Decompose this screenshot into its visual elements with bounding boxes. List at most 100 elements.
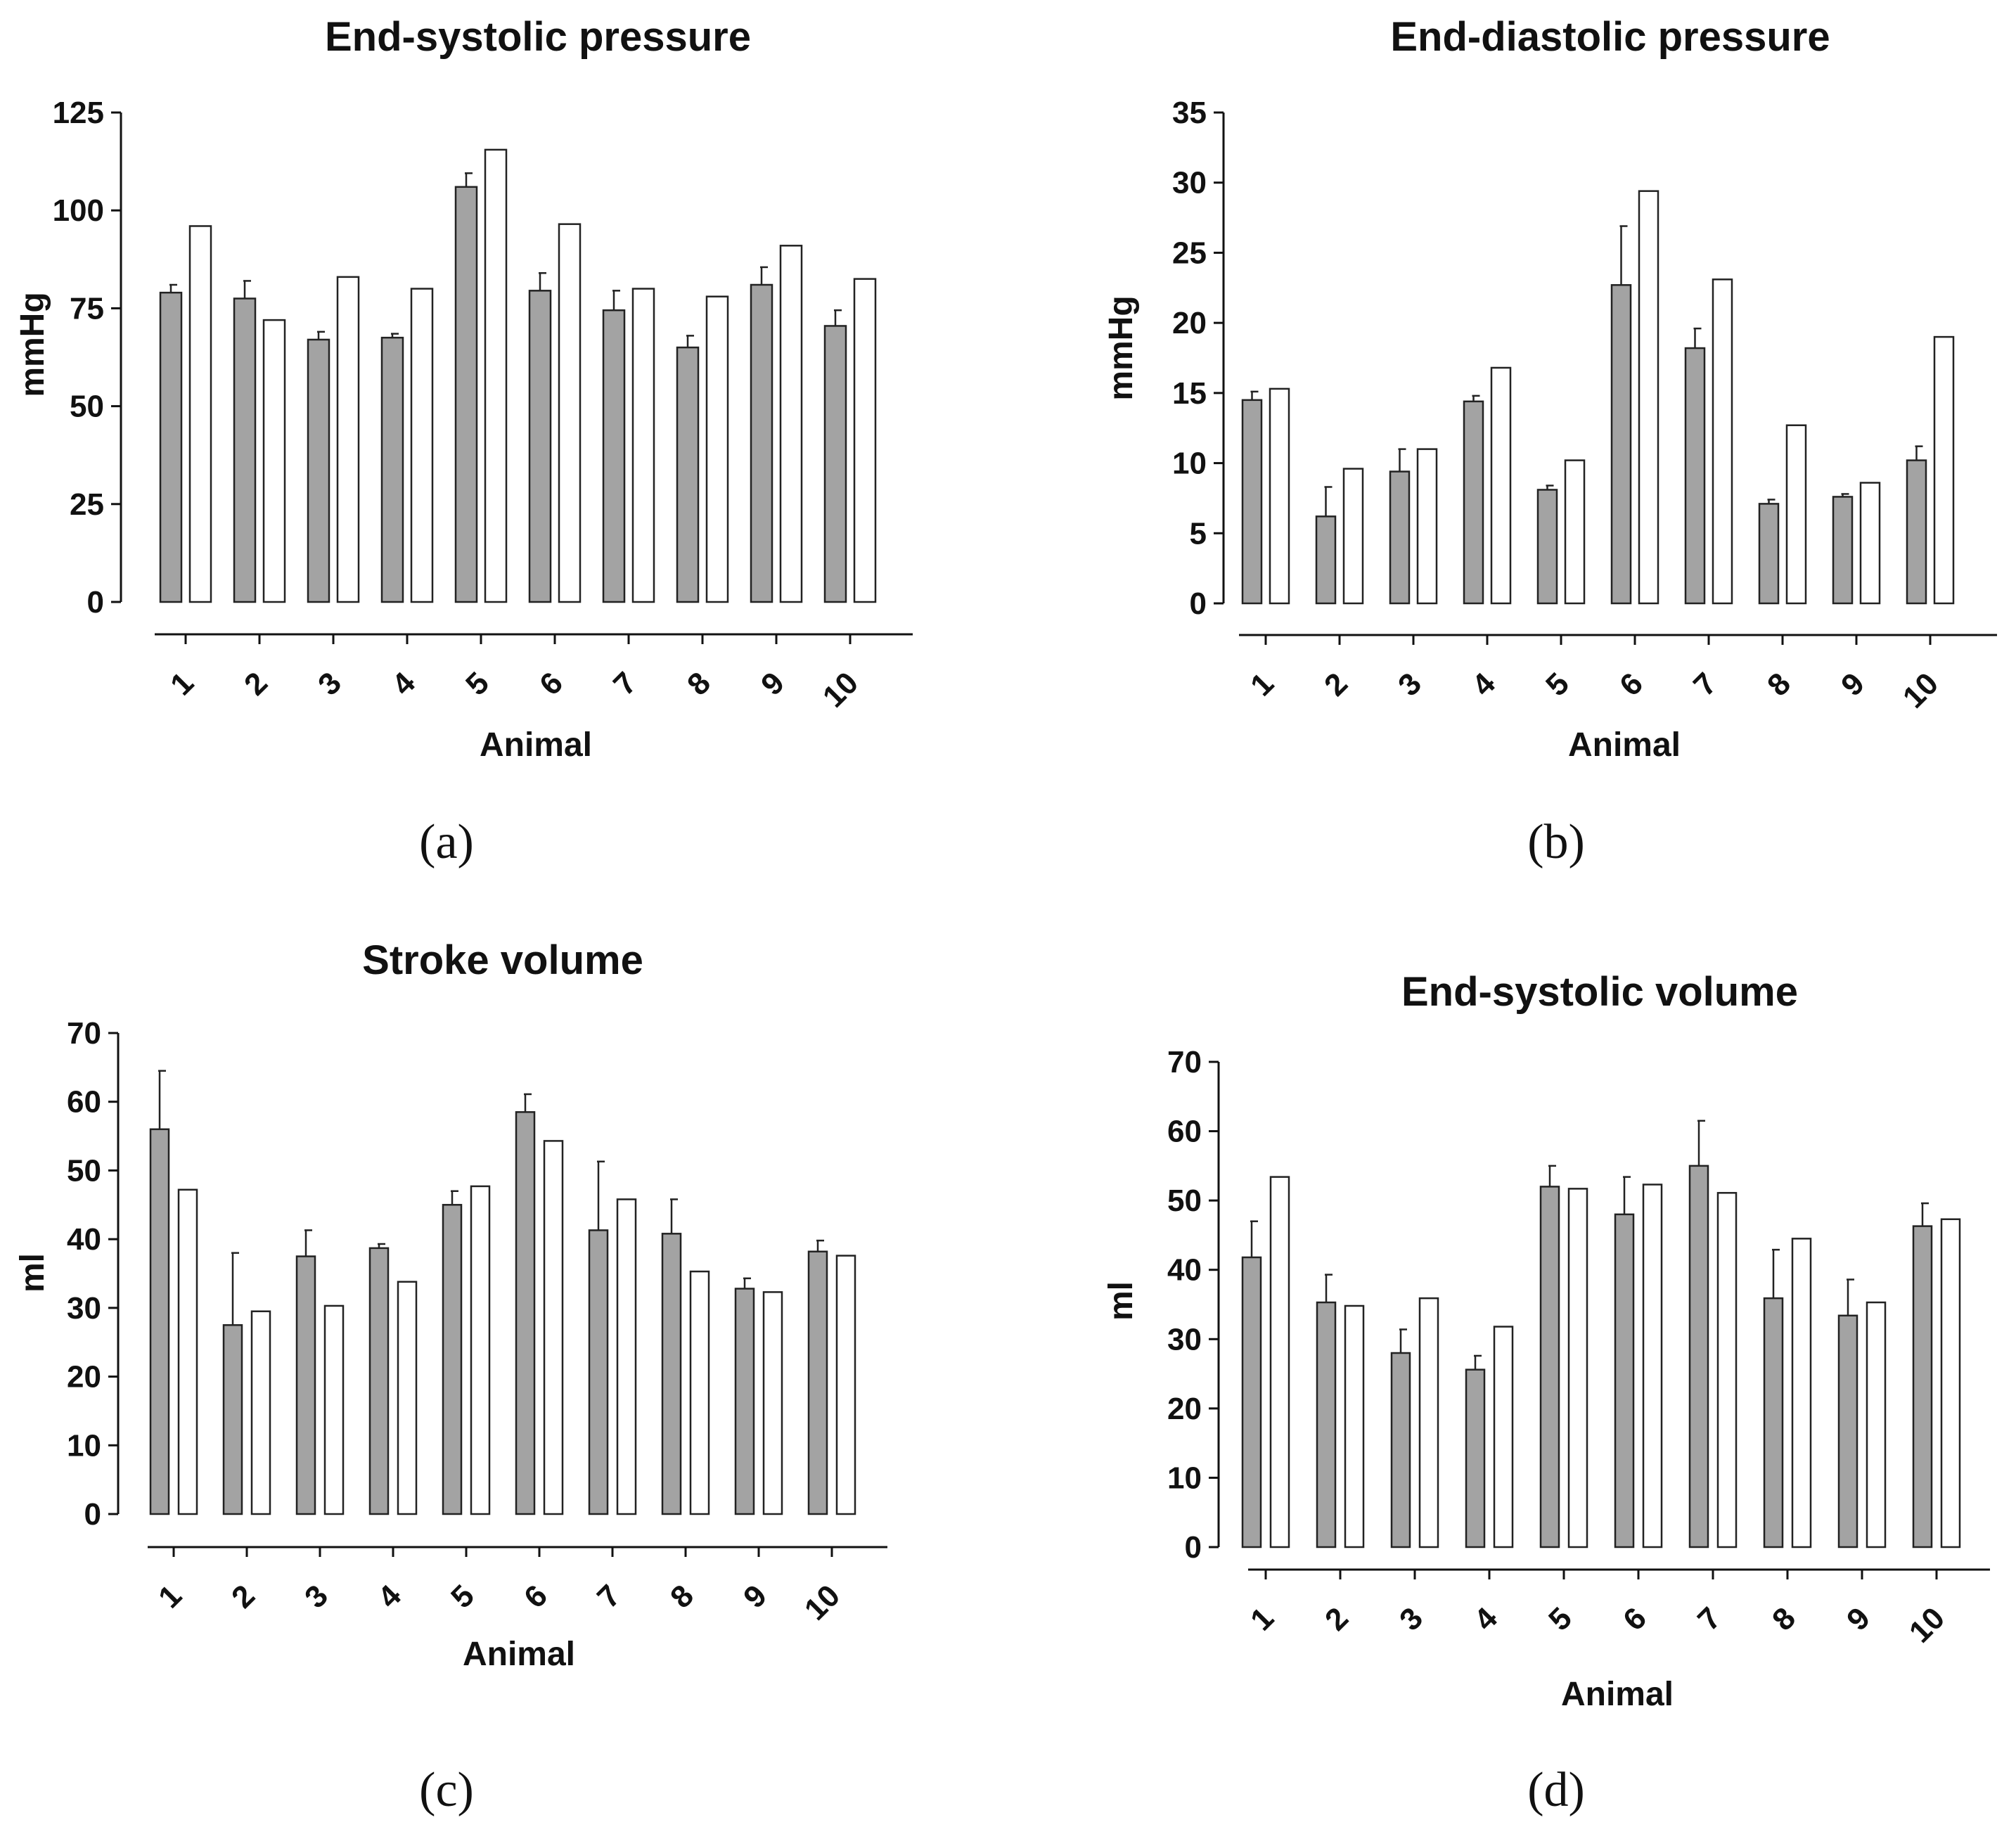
bar-gray xyxy=(750,283,773,603)
y-tick-label: 0 xyxy=(1185,1530,1202,1565)
bar-gray xyxy=(1465,1368,1486,1548)
x-tick-label: 8 xyxy=(681,665,717,702)
bar-white xyxy=(1638,190,1659,605)
chart-title: End-diastolic pressure xyxy=(1390,14,1830,60)
bar-white xyxy=(1493,1326,1514,1548)
panel-label: (c) xyxy=(419,1763,474,1817)
bar-white xyxy=(1940,1218,1961,1548)
x-tick-label: 5 xyxy=(1539,666,1576,703)
y-tick-label: 50 xyxy=(70,390,104,424)
x-tick-label: 2 xyxy=(238,665,274,702)
bar-white xyxy=(1342,468,1364,605)
y-tick-label: 100 xyxy=(53,193,104,228)
bar-gray xyxy=(1832,496,1854,605)
x-tick-label: 4 xyxy=(1468,1601,1504,1637)
x-axis-label: Animal xyxy=(1568,726,1681,764)
bar-gray xyxy=(1316,1301,1337,1548)
bar-white xyxy=(853,278,877,603)
bar-white xyxy=(1567,1188,1588,1548)
bar-white xyxy=(543,1140,564,1515)
x-tick-label: 6 xyxy=(1617,1601,1653,1637)
y-tick-label: 60 xyxy=(1167,1115,1202,1149)
y-axis-label: mmHg xyxy=(1103,295,1140,400)
bar-white xyxy=(1791,1238,1812,1548)
y-tick-label: 10 xyxy=(1167,1461,1202,1495)
bar-gray xyxy=(1763,1297,1784,1548)
chart-title: Stroke volume xyxy=(362,937,643,983)
x-tick-label: 7 xyxy=(1691,1601,1728,1637)
bar-gray xyxy=(1389,470,1411,605)
bar-gray xyxy=(676,346,700,603)
bar-white xyxy=(1785,424,1807,605)
panel-label: (d) xyxy=(1527,1763,1585,1817)
y-tick-label: 25 xyxy=(1172,236,1207,270)
x-tick-label: 9 xyxy=(737,1578,773,1615)
y-tick-label: 70 xyxy=(67,1016,101,1051)
bar-gray xyxy=(149,1128,170,1515)
y-tick-label: 60 xyxy=(67,1085,101,1120)
x-tick-label: 1 xyxy=(152,1578,188,1615)
bar-white xyxy=(1416,448,1438,605)
bar-gray xyxy=(515,1111,536,1515)
bar-white xyxy=(1344,1304,1365,1548)
bar-white xyxy=(177,1188,198,1515)
bar-white xyxy=(705,295,729,603)
y-tick-label: 35 xyxy=(1172,96,1207,130)
x-tick-label: 5 xyxy=(1542,1601,1579,1637)
x-tick-label: 9 xyxy=(1835,666,1871,703)
bar-gray xyxy=(380,336,404,603)
y-axis-label: mmHg xyxy=(14,292,51,397)
x-tick-label: 10 xyxy=(1896,666,1945,714)
x-tick-label: 8 xyxy=(1761,666,1797,703)
chart-stroke-volume: Stroke volume ml Animal (c) 0 10 20 30 40 50 6… xyxy=(14,937,887,1817)
bar-white xyxy=(835,1255,856,1515)
bar-white xyxy=(631,288,655,603)
bar-white xyxy=(397,1281,418,1515)
y-tick-label: 40 xyxy=(1167,1253,1202,1288)
y-tick-label: 70 xyxy=(1167,1045,1202,1079)
y-tick-label: 10 xyxy=(67,1428,101,1463)
bar-white xyxy=(689,1270,710,1515)
y-tick-label: 50 xyxy=(1167,1184,1202,1218)
x-tick-label: 1 xyxy=(1244,666,1280,703)
chart-end-diastolic-pressure: End-diastolic pressure mmHg Animal (b) 0… xyxy=(1103,14,1997,869)
y-tick-label: 15 xyxy=(1172,376,1207,411)
x-tick-label: 6 xyxy=(533,665,570,702)
y-tick-label: 20 xyxy=(1167,1392,1202,1426)
x-tick-label: 8 xyxy=(1766,1601,1802,1637)
y-tick-label: 20 xyxy=(1172,306,1207,340)
bar-gray xyxy=(588,1229,609,1515)
x-tick-label: 4 xyxy=(371,1578,408,1615)
panel-label: (b) xyxy=(1527,815,1585,869)
bar-white xyxy=(1642,1184,1663,1548)
bar-white xyxy=(1933,335,1955,605)
bar-gray xyxy=(1315,515,1337,605)
bar-gray xyxy=(1906,459,1927,605)
x-tick-label: 1 xyxy=(164,665,200,702)
x-tick-label: 10 xyxy=(816,665,865,714)
bar-gray xyxy=(1614,1213,1635,1548)
bar-white xyxy=(1269,1176,1290,1548)
x-tick-label: 6 xyxy=(1613,666,1650,703)
y-tick-label: 25 xyxy=(70,487,104,522)
bar-white xyxy=(762,1291,783,1515)
x-tick-label: 3 xyxy=(1393,1601,1430,1637)
bar-white xyxy=(1866,1301,1887,1548)
x-tick-label: 3 xyxy=(298,1578,335,1615)
y-tick-label: 40 xyxy=(67,1222,101,1257)
bar-gray xyxy=(734,1288,755,1515)
bar-gray xyxy=(307,338,330,603)
bar-gray xyxy=(454,186,478,603)
x-tick-label: 5 xyxy=(459,665,496,702)
y-tick-label: 75 xyxy=(70,291,104,326)
x-tick-label: 2 xyxy=(1318,666,1354,703)
bar-white xyxy=(323,1304,345,1515)
y-tick-label: 20 xyxy=(67,1360,101,1394)
bar-white xyxy=(1716,1192,1738,1548)
bar-gray xyxy=(1912,1225,1933,1548)
bar-gray xyxy=(159,291,183,603)
bar-gray xyxy=(1837,1314,1858,1548)
x-tick-label: 6 xyxy=(518,1578,554,1615)
x-tick-label: 4 xyxy=(385,665,422,702)
y-axis-label: ml xyxy=(14,1253,51,1293)
